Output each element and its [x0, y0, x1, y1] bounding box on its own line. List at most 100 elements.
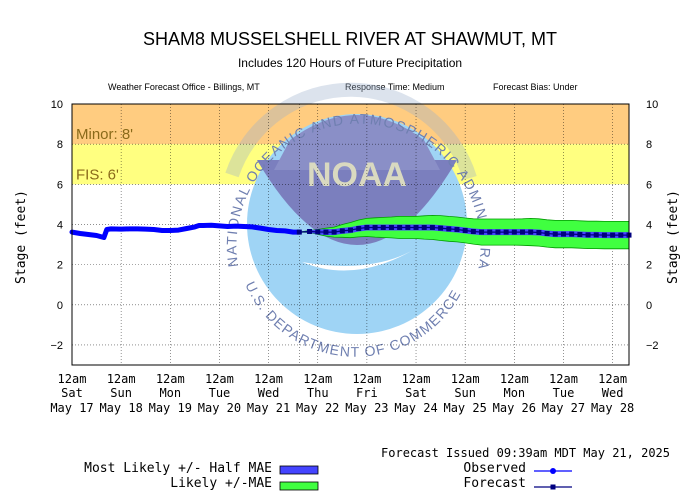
observed-point	[135, 227, 140, 231]
x-tick-label: Thu	[307, 386, 329, 400]
y-tick-label-right: 4	[646, 219, 652, 231]
observed-point	[102, 235, 106, 240]
x-tick-label: May 20	[198, 401, 241, 415]
series-layer	[69, 214, 632, 250]
observed-point	[152, 227, 156, 232]
y-tick-label-left: −2	[50, 340, 63, 352]
y-tick-label-right: −2	[646, 340, 659, 352]
legend-forecast-label: Forecast	[463, 476, 526, 491]
forecast-point	[413, 224, 419, 230]
plot-frame	[71, 103, 630, 366]
y-tick-label-left: 0	[57, 300, 63, 312]
legend-mae-swatch	[279, 481, 319, 491]
x-tick-label: May 22	[296, 401, 339, 415]
x-tick-label: 12am	[402, 372, 431, 386]
forecast-point	[339, 228, 345, 234]
forecast-point	[462, 227, 468, 233]
observed-point	[197, 223, 201, 228]
observed-point	[168, 228, 173, 233]
observed-point	[258, 226, 263, 230]
y-axis-label-left: Stage (feet)	[14, 190, 29, 284]
y-tick-label-left: 2	[57, 260, 63, 272]
forecast-point	[421, 224, 427, 230]
observed-point	[266, 227, 271, 232]
x-tick-label: May 18	[99, 401, 142, 415]
y-tick-label-right: 2	[646, 260, 652, 272]
forecast-point	[593, 232, 599, 238]
x-tick-label: 12am	[58, 372, 87, 386]
y-tick-label-right: 8	[646, 139, 652, 151]
x-tick-label: Sat	[61, 386, 83, 400]
observed-point	[109, 227, 113, 231]
x-tick-label: 12am	[451, 372, 480, 386]
forecast-point	[307, 228, 313, 234]
x-tick-label: May 19	[149, 401, 192, 415]
x-tick-label: 12am	[107, 372, 136, 386]
forecast-point	[331, 229, 337, 235]
logo-upper-cap	[274, 115, 440, 170]
x-tick-label: Wed	[258, 386, 280, 400]
forecast-point	[323, 229, 329, 235]
y-tick-label-right: 0	[646, 300, 652, 312]
forecast-point	[405, 224, 411, 230]
chart-title: SHAM8 MUSSELSHELL RIVER AT SHAWMUT, MT	[143, 29, 557, 49]
forecast-point	[348, 227, 353, 233]
logo-center-text: NOAA	[307, 156, 407, 194]
observed-point	[209, 223, 214, 228]
observed-point	[160, 228, 164, 233]
observed-point	[184, 226, 189, 231]
forecast-office-label: Weather Forecast Office - Billings, MT	[108, 82, 260, 92]
logo-ring	[225, 82, 477, 181]
x-tick-label: May 17	[50, 401, 93, 415]
forecast-point	[552, 231, 558, 237]
x-tick-label: May 25	[443, 401, 486, 415]
forecast-point	[454, 226, 460, 232]
x-tick-label: Mon	[503, 386, 525, 400]
chart-subtitle: Includes 120 Hours of Future Precipitati…	[238, 56, 462, 70]
x-tick-label: Sun	[454, 386, 476, 400]
forecast-point	[601, 232, 607, 238]
x-tick-label: 12am	[500, 372, 529, 386]
x-tick-label: Wed	[602, 386, 624, 400]
x-tick-label: 12am	[549, 372, 578, 386]
forecast-point	[544, 230, 550, 236]
forecast-point	[372, 224, 378, 230]
observed-point	[143, 227, 148, 231]
forecast-point	[495, 229, 501, 235]
x-tick-label: Sat	[405, 386, 427, 400]
x-tick-label: May 23	[345, 401, 388, 415]
forecast-bias-label: Forecast Bias: Under	[493, 82, 578, 92]
legend-forecast-marker	[550, 484, 556, 490]
forecast-point	[577, 232, 583, 237]
forecast-point	[364, 224, 370, 230]
legend-observed-label: Observed	[463, 461, 526, 476]
y-tick-label-left: 10	[51, 99, 63, 111]
observed-point	[291, 230, 295, 234]
observed-point	[283, 229, 287, 233]
forecast-point	[520, 229, 526, 235]
forecast-issued-label: Forecast Issued 09:39am MDT May 21, 2025	[381, 446, 670, 460]
y-axis-label-right: Stage (feet)	[666, 190, 681, 284]
x-tick-label: 12am	[598, 372, 627, 386]
forecast-point	[446, 226, 452, 232]
observed-point	[119, 227, 123, 231]
forecast-point	[503, 229, 509, 235]
forecast-point	[380, 224, 386, 230]
x-tick-label: Sun	[110, 386, 132, 400]
forecast-point	[569, 231, 575, 237]
forecast-point	[296, 229, 302, 235]
x-tick-label: May 28	[591, 401, 634, 415]
x-tick-label: 12am	[205, 372, 234, 386]
response-time-label: Response Time: Medium	[345, 82, 445, 92]
x-tick-label: Tue	[553, 386, 575, 400]
forecast-point	[438, 225, 444, 231]
x-tick-label: May 26	[493, 401, 536, 415]
x-tick-label: Mon	[159, 386, 181, 400]
x-tick-label: 12am	[156, 372, 185, 386]
logo-wave	[302, 246, 420, 271]
legend-observed-marker	[550, 468, 556, 474]
forecast-point	[511, 229, 517, 235]
x-tick-label: Fri	[356, 386, 378, 400]
observed-point	[193, 225, 197, 229]
